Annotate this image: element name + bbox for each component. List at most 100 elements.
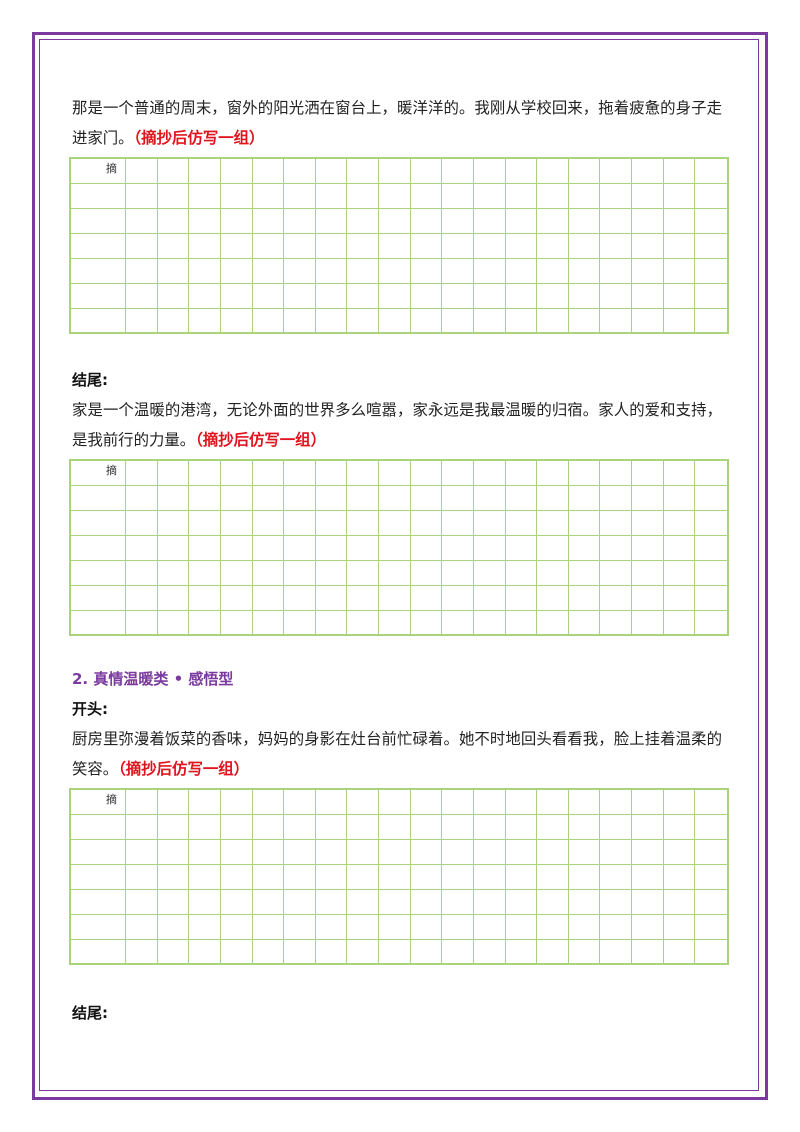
grid-cell [252, 184, 285, 209]
grid-cell [71, 536, 126, 561]
grid-cell [568, 586, 601, 611]
grid-cell [442, 234, 474, 259]
grid-cell [71, 309, 126, 334]
instruction-note: （摘抄后仿写一组） [195, 431, 326, 449]
grid-cell [537, 309, 569, 334]
grid-cell [379, 840, 411, 865]
grid-cell [410, 511, 443, 536]
grid-cell [537, 209, 569, 234]
grid-cell [379, 611, 411, 636]
grid-cell [410, 536, 443, 561]
grid-cell [632, 486, 664, 511]
grid-cell [505, 259, 538, 284]
grid-cell [600, 486, 633, 511]
grid-cell [157, 461, 190, 486]
grid-cell [379, 865, 411, 890]
grid-cell [568, 536, 601, 561]
grid-cell [442, 865, 474, 890]
grid-cell [284, 940, 316, 965]
grid-cell [411, 611, 443, 636]
grid-cell [568, 259, 601, 284]
grid-cell [126, 840, 158, 865]
grid-cell [347, 209, 380, 234]
grid-cell [71, 511, 126, 536]
grid-cell [410, 790, 443, 815]
grid-cell [473, 790, 506, 815]
grid-cell [632, 234, 664, 259]
grid-cell [220, 586, 253, 611]
grid-cell [600, 511, 633, 536]
grid-cell [316, 309, 348, 334]
grid-cell [505, 890, 538, 915]
paragraph: 厨房里弥漫着饭菜的香味，妈妈的身影在灶台前忙碌着。她不时地回头看看我，脸上挂着温… [72, 724, 722, 784]
grid-cell [663, 234, 696, 259]
grid-cell [632, 284, 664, 309]
grid-cell [695, 461, 727, 486]
grid-cell [157, 815, 190, 840]
grid-cell [505, 586, 538, 611]
instruction-note: （摘抄后仿写一组） [133, 129, 265, 147]
grid-cell [220, 284, 253, 309]
instruction-note: （摘抄后仿写一组） [118, 760, 250, 778]
grid-cell [632, 586, 664, 611]
grid-cell [347, 840, 380, 865]
grid-cell [663, 536, 696, 561]
grid-cell [221, 940, 253, 965]
grid-cell [442, 511, 474, 536]
section-label: 结尾: [72, 1004, 108, 1022]
grid-cell [316, 611, 348, 636]
grid-cell [695, 184, 727, 209]
grid-cell [284, 461, 316, 486]
grid-cell [537, 561, 569, 586]
grid-cell [189, 586, 221, 611]
grid-cell [71, 561, 126, 586]
grid-cell [189, 915, 221, 940]
grid-cell [284, 184, 316, 209]
grid-cell [632, 184, 664, 209]
grid-cell [220, 840, 253, 865]
grid-cell [695, 586, 727, 611]
grid-cell [442, 586, 474, 611]
grid-cell [442, 184, 474, 209]
grid-cell [284, 586, 316, 611]
grid-cell [157, 865, 190, 890]
grid-cell [189, 486, 221, 511]
grid-cell [663, 790, 696, 815]
grid-cell [347, 259, 380, 284]
grid-cell [695, 209, 727, 234]
grid-cell [126, 865, 158, 890]
grid-cell [157, 840, 190, 865]
grid-cell [189, 461, 221, 486]
grid-cell [632, 511, 664, 536]
grid-cell [663, 284, 696, 309]
grid-cell [473, 865, 506, 890]
grid-cell [442, 309, 474, 334]
grid-cell [189, 840, 221, 865]
grid-cell [473, 815, 506, 840]
grid-cell [663, 259, 696, 284]
grid-cell [600, 840, 633, 865]
grid-cell [126, 536, 158, 561]
grid-cell [220, 915, 253, 940]
paragraph-text: 厨房里弥漫着饭菜的香味，妈妈的身影在灶台前忙碌着。她不时地回头看看我，脸上挂着温… [72, 730, 722, 778]
grid-cell [71, 284, 126, 309]
grid-cell [252, 461, 285, 486]
grid-cell [379, 815, 411, 840]
grid-cell [568, 890, 601, 915]
grid-cell [632, 611, 664, 636]
grid-cell [473, 536, 506, 561]
grid-cell [347, 561, 380, 586]
grid-cell [695, 790, 727, 815]
grid-cell [157, 790, 190, 815]
grid-cell [157, 511, 190, 536]
grid-cell [537, 511, 569, 536]
grid-cell [252, 840, 285, 865]
grid-cell [284, 511, 316, 536]
paragraph-text: 家是一个温暖的港湾，无论外面的世界多么喧嚣，家永远是我最温暖的归宿。家人的爱和支… [72, 401, 722, 449]
grid-cell [220, 259, 253, 284]
grid-cell [315, 184, 348, 209]
grid-cell [284, 486, 316, 511]
grid-cell [126, 611, 158, 636]
grid-cell [537, 486, 569, 511]
grid-cell [220, 536, 253, 561]
